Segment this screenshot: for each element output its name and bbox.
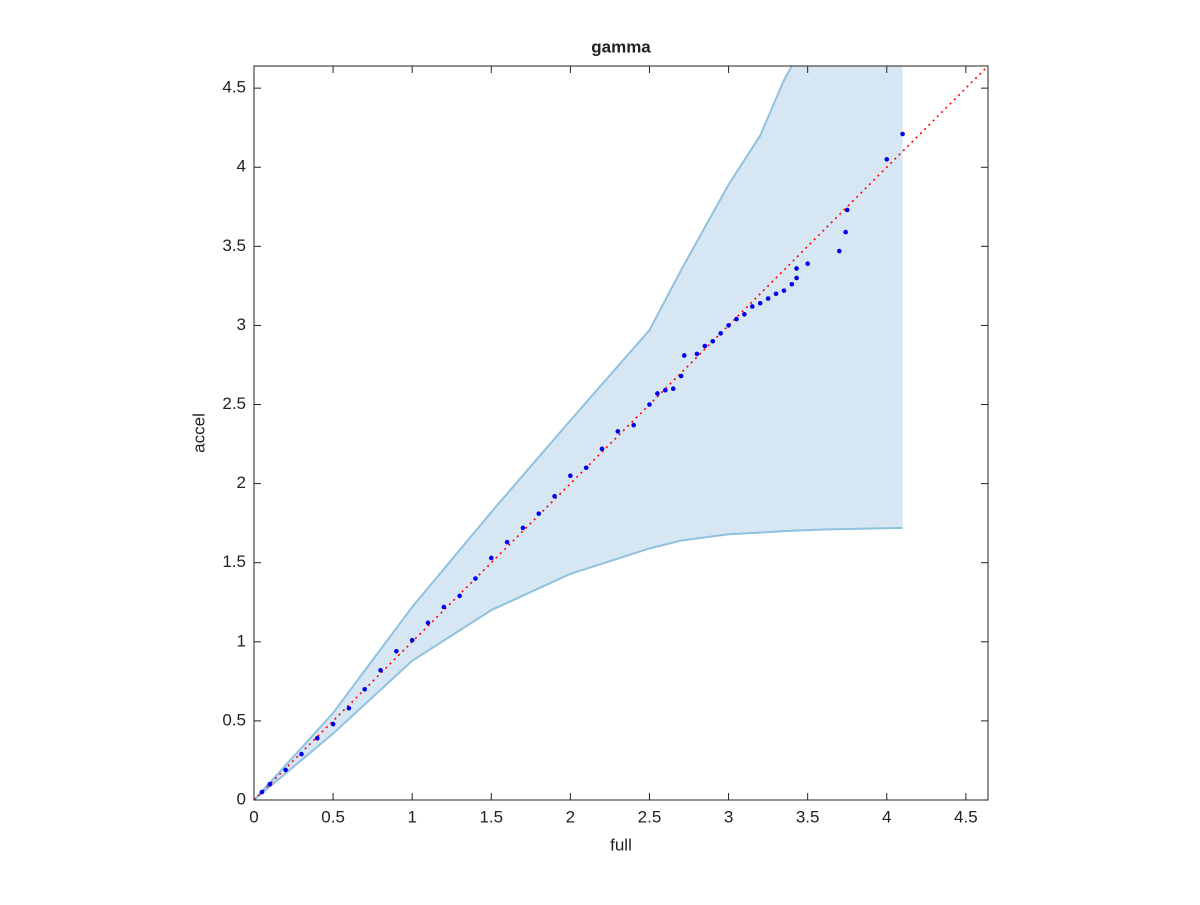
data-point [789,282,795,287]
data-point [552,493,557,499]
data-point [670,386,676,392]
y-tick-label: 2.5 [222,394,246,413]
data-point [504,539,510,545]
data-point [742,312,747,317]
data-point [259,789,265,795]
x-tick-label: 3.5 [796,807,820,826]
data-point [568,473,573,479]
data-point [844,207,850,213]
chart-title: gamma [591,37,651,56]
data-point [794,266,799,271]
data-point [678,373,684,379]
y-tick-label: 1.5 [222,552,246,571]
data-point [757,300,763,306]
band-upper-edge [254,66,793,800]
data-point [488,555,494,561]
data-point [647,402,652,407]
x-tick-label: 0 [249,807,258,826]
data-point [362,686,368,692]
data-point [314,736,320,741]
data-point [734,316,739,322]
data-point [884,157,890,162]
data-point [805,261,810,267]
data-point [536,511,542,516]
data-point [837,248,842,254]
data-point [615,429,621,434]
data-point [749,304,755,309]
y-tick-label: 3 [237,315,246,334]
x-tick-label: 4 [882,807,891,826]
data-point [457,593,462,599]
data-point [710,338,716,344]
plot-frame [253,65,989,801]
data-point [267,781,273,787]
y-tick-label: 0.5 [222,710,246,729]
data-point [655,391,660,396]
x-tick-label: 2 [566,807,575,826]
confidence-band [254,66,903,800]
data-point [599,446,605,452]
data-point [346,705,352,711]
data-point [718,331,723,336]
y-tick-label: 2 [237,473,246,492]
data-point [378,667,383,673]
x-tick-label: 2.5 [638,807,662,826]
plot-area [254,66,988,800]
data-point [702,343,708,349]
y-tick-label: 4 [237,157,246,176]
x-tick-label: 1.5 [479,807,503,826]
y-axis-label: accel [189,413,208,453]
data-point [409,637,415,643]
y-tick-label: 1 [237,631,246,650]
y-tick-label: 3.5 [222,236,246,255]
data-point [473,576,478,581]
data-point [662,387,668,393]
data-point [394,649,399,654]
reference-line [254,66,988,800]
data-point [681,353,687,358]
data-point [441,604,447,610]
data-point [765,296,771,301]
data-point [330,721,336,727]
data-point [425,620,431,626]
x-tick-label: 4.5 [954,807,978,826]
y-tick-label: 4.5 [222,78,246,97]
data-point [794,275,799,281]
data-point [843,229,848,235]
y-tick-label: 0 [237,789,246,808]
x-tick-label: 3 [724,807,733,826]
data-point [583,465,589,471]
data-point [631,422,636,428]
data-point [773,291,779,297]
band-lower-edge [254,526,903,800]
x-axis-label: full [610,835,632,854]
data-point [900,131,905,137]
x-tick-label: 1 [407,807,416,826]
data-point [520,525,526,531]
data-point [781,288,787,293]
data-point [694,351,700,357]
data-point [726,323,731,328]
x-tick-label: 0.5 [321,807,345,826]
data-point [283,767,288,773]
data-point [299,751,304,757]
